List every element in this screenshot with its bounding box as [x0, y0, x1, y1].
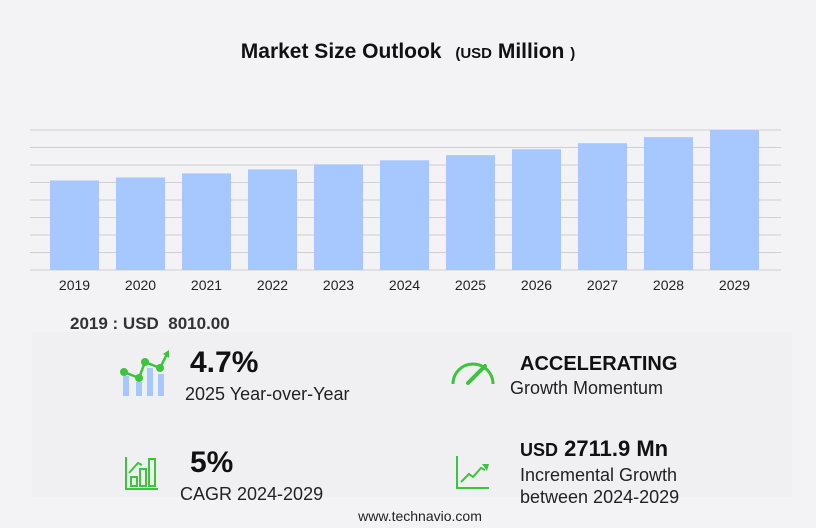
x-tick-label: 2024 — [389, 277, 420, 293]
yoy-label: 2025 Year-over-Year — [185, 384, 350, 404]
x-tick-label: 2029 — [719, 277, 750, 293]
speedometer-icon — [451, 362, 495, 385]
incremental-amount: 2711.9 Mn — [564, 436, 669, 461]
chart-title: Market Size Outlook (USD Million ) — [0, 40, 816, 64]
title-unit: USD — [460, 45, 493, 62]
bar-2022 — [248, 169, 297, 270]
x-tick-label: 2021 — [191, 277, 222, 293]
kpi-panel — [32, 332, 792, 497]
incremental-prefix: USD — [520, 440, 559, 460]
incremental-label: Incremental Growth — [520, 465, 678, 485]
bar-chart: 2019 2020 2021 2022 2023 2024 2025 2026 2027 2028… — [30, 129, 781, 293]
base-year-label: 2019 : USD 8010.00 — [70, 314, 230, 333]
bar-2027 — [578, 143, 627, 270]
x-tick-label: 2027 — [587, 277, 618, 293]
bar-2029 — [710, 130, 759, 270]
x-tick-label: 2023 — [323, 277, 354, 293]
momentum-label: Growth Momentum — [510, 378, 664, 398]
growth-chart-icon — [120, 350, 169, 396]
yoy-value: 4.7% — [190, 346, 259, 379]
bar-2021 — [182, 173, 231, 270]
x-tick-label: 2026 — [521, 277, 552, 293]
paren: ) — [570, 45, 576, 62]
bar-2025 — [446, 155, 495, 270]
paren: ( — [455, 45, 461, 62]
footer-url[interactable]: www.technavio.com — [358, 508, 482, 524]
x-tick-label: 2020 — [125, 277, 156, 293]
x-tick-label: 2028 — [653, 277, 684, 293]
bar-2024 — [380, 160, 429, 270]
bar-2023 — [314, 164, 363, 270]
trend-line-icon — [456, 456, 489, 489]
title-main: Market Size Outlook — [240, 40, 442, 63]
x-tick-label: 2019 — [59, 277, 90, 293]
bar-2026 — [512, 149, 561, 270]
incremental-value: USD 2711.9 Mn — [520, 436, 668, 462]
bar-2019 — [50, 180, 99, 270]
title-unit-word: Million — [497, 40, 565, 63]
bar-chart-icon — [125, 457, 158, 490]
cagr-value: 5% — [190, 446, 234, 479]
x-tick-label: 2025 — [455, 277, 486, 293]
bar-2020 — [116, 177, 165, 270]
incremental-period: between 2024-2029 — [520, 487, 680, 507]
x-tick-label: 2022 — [257, 277, 288, 293]
bar-2028 — [644, 137, 693, 270]
momentum-value: ACCELERATING — [520, 353, 678, 375]
cagr-label: CAGR 2024-2029 — [180, 484, 324, 504]
